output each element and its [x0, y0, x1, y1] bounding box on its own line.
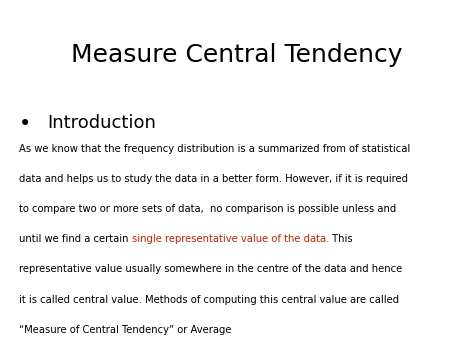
Text: to compare two or more sets of data,  no comparison is possible unless and: to compare two or more sets of data, no … [19, 204, 396, 214]
Text: This: This [329, 234, 353, 244]
Text: it is called central value. Methods of computing this central value are called: it is called central value. Methods of c… [19, 295, 399, 305]
Text: representative value usually somewhere in the centre of the data and hence: representative value usually somewhere i… [19, 264, 402, 274]
Text: Measure Central Tendency: Measure Central Tendency [71, 43, 403, 67]
Text: •: • [19, 114, 31, 133]
Text: single representative value of the data.: single representative value of the data. [132, 234, 329, 244]
Text: data and helps us to study the data in a better form. However, if it is required: data and helps us to study the data in a… [19, 174, 408, 184]
Text: until we find a certain: until we find a certain [19, 234, 132, 244]
Text: “Measure of Central Tendency” or Average: “Measure of Central Tendency” or Average [19, 325, 231, 335]
Text: Introduction: Introduction [47, 114, 156, 132]
Text: As we know that the frequency distribution is a summarized from of statistical: As we know that the frequency distributi… [19, 144, 410, 154]
